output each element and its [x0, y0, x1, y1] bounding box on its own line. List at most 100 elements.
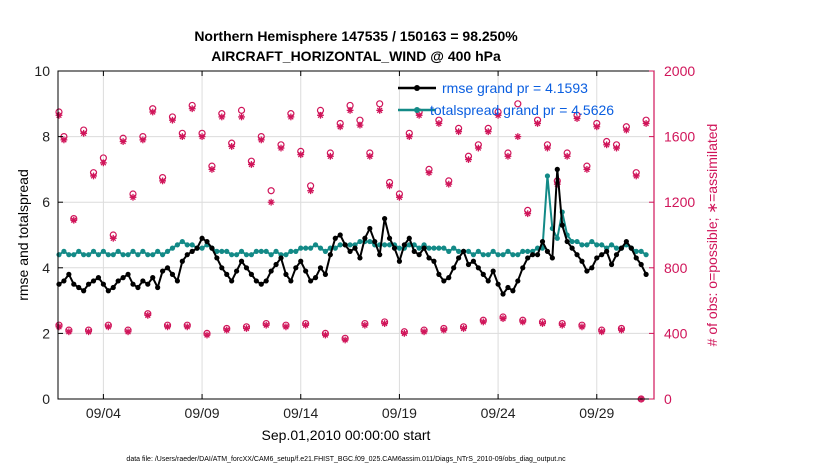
- totalspread-point: [85, 252, 92, 258]
- obs-assimilated-point: [474, 144, 482, 152]
- asterisk-stroke: [337, 123, 344, 130]
- obs-assimilated-point: [341, 336, 349, 344]
- totalspread-point: [490, 248, 496, 254]
- obs-assimilated-point: [632, 172, 640, 180]
- rmse-point: [456, 255, 462, 261]
- rmse-point: [169, 271, 176, 277]
- asterisk-stroke: [544, 145, 551, 151]
- obs-assimilated-point: [361, 321, 369, 329]
- obs-assimilated-point: [109, 234, 117, 242]
- obs-assimilated-point: [65, 328, 73, 336]
- obs-assimilated-point: [622, 126, 630, 134]
- rmse-point: [406, 235, 412, 241]
- totalspread-point: [268, 252, 274, 258]
- totalspread-point: [273, 248, 279, 254]
- totalspread-point: [594, 242, 600, 248]
- asterisk-stroke: [376, 107, 383, 114]
- totalspread-point: [475, 248, 481, 254]
- totalspread-point: [465, 248, 472, 254]
- chart-title: Northern Hemisphere 147535 / 150163 = 98…: [194, 28, 518, 44]
- asterisk-stroke: [258, 137, 265, 143]
- obs-assimilated-point: [262, 321, 270, 329]
- rmse-point: [485, 278, 491, 284]
- asterisk-stroke: [288, 114, 294, 120]
- totalspread-point: [347, 242, 353, 248]
- y-tick-label: 0: [42, 391, 50, 407]
- totalspread-point: [303, 245, 309, 251]
- rmse-point: [248, 271, 255, 277]
- legend-totalspread-marker: [414, 107, 420, 113]
- totalspread-point: [520, 248, 526, 254]
- obs-assimilated-point: [104, 323, 112, 331]
- rmse-point: [209, 245, 215, 251]
- obs-assimilated-point: [149, 108, 157, 116]
- asterisk-stroke: [218, 114, 225, 120]
- totalspread-point: [416, 245, 422, 251]
- rmse-point: [283, 271, 289, 277]
- obs-possible-point: [267, 187, 275, 195]
- obs-assimilated-point: [188, 105, 196, 113]
- obs-assimilated-point: [603, 141, 611, 149]
- obs-assimilated-point: [317, 111, 324, 119]
- asterisk-stroke: [80, 130, 87, 137]
- obs-assimilated-point: [386, 182, 393, 190]
- rmse-point: [431, 258, 437, 264]
- rmse-point: [120, 275, 126, 281]
- obs-assimilated-point: [405, 133, 413, 140]
- totalspread-point: [569, 238, 575, 245]
- totalspread-point: [238, 248, 245, 254]
- totalspread-point: [253, 248, 259, 254]
- rmse-point: [194, 245, 200, 251]
- rmse-point: [372, 238, 378, 245]
- rmse-point: [322, 271, 329, 277]
- rmse-point: [638, 261, 644, 268]
- rmse-point: [579, 258, 585, 264]
- obs-assimilated-point: [381, 320, 389, 327]
- rmse-point: [145, 281, 151, 287]
- y2-tick-label: 1600: [664, 129, 695, 145]
- obs-assimilated-point: [514, 133, 522, 140]
- rmse-point: [347, 248, 353, 254]
- obs-assimilated-point: [519, 318, 527, 326]
- rmse-point: [357, 255, 363, 261]
- totalspread-point: [155, 248, 161, 254]
- obs-assimilated-point: [420, 328, 428, 336]
- rmse-point: [332, 235, 338, 241]
- asterisk-stroke: [130, 194, 136, 201]
- obs-assimilated-point: [366, 152, 374, 160]
- rmse-point: [495, 281, 501, 287]
- totalspread-point: [495, 252, 501, 258]
- asterisk-stroke: [643, 120, 649, 127]
- rmse-point: [125, 271, 131, 277]
- obs-assimilated-point: [139, 136, 147, 144]
- y2-tick-label: 800: [664, 260, 688, 276]
- obs-assimilated-point: [183, 323, 191, 331]
- rmse-point: [539, 238, 546, 245]
- rmse-point: [569, 245, 575, 251]
- totalspread-point: [224, 248, 230, 254]
- totalspread-point: [312, 242, 319, 248]
- rmse-point: [451, 265, 457, 271]
- totalspread-point: [293, 248, 299, 254]
- asterisk-stroke: [524, 210, 531, 217]
- asterisk-stroke: [283, 324, 289, 330]
- totalspread-point: [485, 252, 491, 258]
- obs-assimilated-point: [218, 113, 226, 121]
- asterisk-stroke: [144, 312, 151, 319]
- rmse-point: [421, 245, 427, 251]
- asterisk-stroke: [426, 169, 432, 176]
- rmse-point: [253, 278, 259, 284]
- rmse-point: [554, 166, 560, 172]
- y2-tick-label: 0: [664, 391, 672, 407]
- asterisk-stroke: [500, 315, 506, 322]
- rmse-point: [362, 235, 368, 241]
- rmse-point: [140, 278, 146, 284]
- asterisk-stroke: [149, 109, 156, 115]
- asterisk-stroke: [603, 141, 610, 148]
- rmse-point: [263, 278, 269, 284]
- totalspread-point: [283, 252, 289, 258]
- asterisk-stroke: [559, 322, 566, 329]
- asterisk-stroke: [179, 133, 186, 140]
- asterisk-stroke: [243, 325, 250, 332]
- totalspread-point: [125, 252, 131, 258]
